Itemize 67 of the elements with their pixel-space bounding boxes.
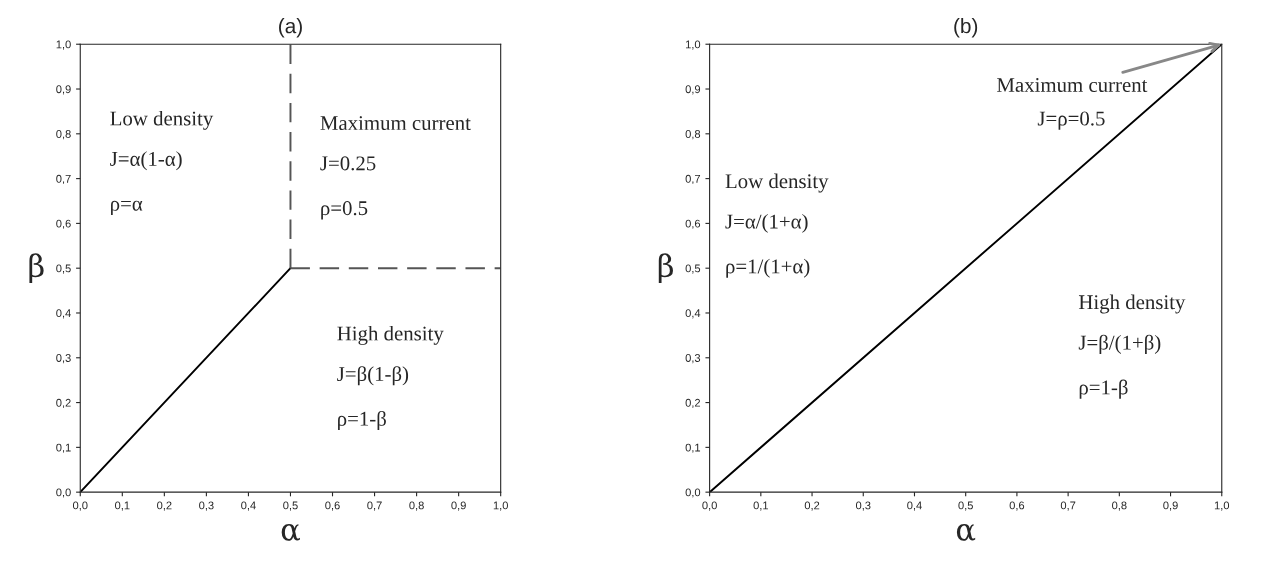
y-tick-label: 0,8 <box>685 130 701 140</box>
annotation: J=α(1-α) <box>110 151 182 171</box>
y-axis-title: β <box>29 253 44 284</box>
y-tick-label: 0,7 <box>56 174 71 185</box>
annotation: ρ=1/(1+α) <box>726 258 810 278</box>
annotation: J=β/(1+β) <box>1078 334 1161 354</box>
x-tick-label: 0,5 <box>958 501 973 511</box>
y-tick-label: 0,1 <box>56 443 71 453</box>
x-tick-label: 0,5 <box>283 501 298 511</box>
annotation: ρ=0.5 <box>321 201 368 220</box>
chart-title: (b) <box>954 18 978 38</box>
y-tick-label: 0,4 <box>685 309 701 319</box>
y-tick-label: 0,9 <box>685 85 701 95</box>
chart-title: (a) <box>279 18 302 38</box>
y-tick-label: 0,5 <box>685 264 701 274</box>
x-tick-label: 1,0 <box>1214 501 1230 511</box>
x-tick-label: 0,4 <box>241 501 256 511</box>
annotation: ρ=α <box>111 200 143 215</box>
y-tick-label: 0,3 <box>56 354 71 364</box>
y-tick-label: 0,2 <box>56 398 71 409</box>
annotation: High density <box>1078 294 1186 314</box>
x-tick-label: 0,3 <box>855 501 871 511</box>
x-tick-label: 0,2 <box>804 501 820 511</box>
y-tick-label: 0,5 <box>56 264 71 274</box>
x-tick-label: 0,0 <box>72 501 88 511</box>
annotation: J=0.25 <box>320 156 376 171</box>
x-tick-label: 0,0 <box>702 501 717 511</box>
y-tick-label: 1,0 <box>685 40 701 50</box>
annotation: Low density <box>725 173 829 193</box>
annotation: ρ=1-β <box>1079 379 1128 399</box>
y-tick-label: 1,0 <box>56 40 71 50</box>
x-tick-label: 0,3 <box>199 501 214 511</box>
x-tick-label: 0,9 <box>451 501 466 511</box>
x-tick-label: 0,7 <box>367 501 382 511</box>
annotation: Low density <box>110 110 214 130</box>
annotation: Maximum current <box>320 116 471 131</box>
annotation: J=β(1-β) <box>337 366 409 386</box>
y-tick-label: 0,4 <box>56 309 71 319</box>
x-axis-title: α <box>281 524 300 541</box>
x-axis-title: α <box>956 524 976 541</box>
y-tick-label: 0,9 <box>56 85 71 95</box>
x-tick-label: 0,4 <box>907 501 922 511</box>
x-tick-label: 1,0 <box>493 501 508 511</box>
x-tick-label: 0,6 <box>325 501 340 511</box>
y-tick-label: 0,6 <box>685 219 701 229</box>
y-tick-label: 0,0 <box>685 488 701 498</box>
y-tick-label: 0,1 <box>685 443 701 453</box>
x-tick-label: 0,7 <box>1060 501 1076 511</box>
y-tick-label: 0,6 <box>56 219 71 229</box>
y-tick-label: 0,7 <box>685 174 701 185</box>
x-tick-label: 0,9 <box>1163 501 1178 511</box>
y-tick-label: 0,2 <box>685 398 701 409</box>
annotation: ρ=1-β <box>338 410 386 431</box>
y-tick-label: 0,3 <box>685 354 701 364</box>
x-tick-label: 0,6 <box>1009 501 1025 511</box>
x-tick-label: 0,8 <box>1112 501 1127 511</box>
x-tick-label: 0,8 <box>409 501 424 511</box>
y-tick-label: 0,8 <box>56 130 71 140</box>
x-tick-label: 0,1 <box>753 501 769 511</box>
x-tick-label: 0,2 <box>157 501 172 511</box>
annotation: J=ρ=0.5 <box>1037 111 1105 130</box>
annotation: Maximum current <box>997 77 1148 92</box>
annotation: J=α/(1+α) <box>725 213 808 233</box>
annotation: High density <box>337 325 444 345</box>
x-tick-label: 0,1 <box>115 501 130 511</box>
y-axis-title: β <box>658 253 673 284</box>
y-tick-label: 0,0 <box>56 488 71 498</box>
